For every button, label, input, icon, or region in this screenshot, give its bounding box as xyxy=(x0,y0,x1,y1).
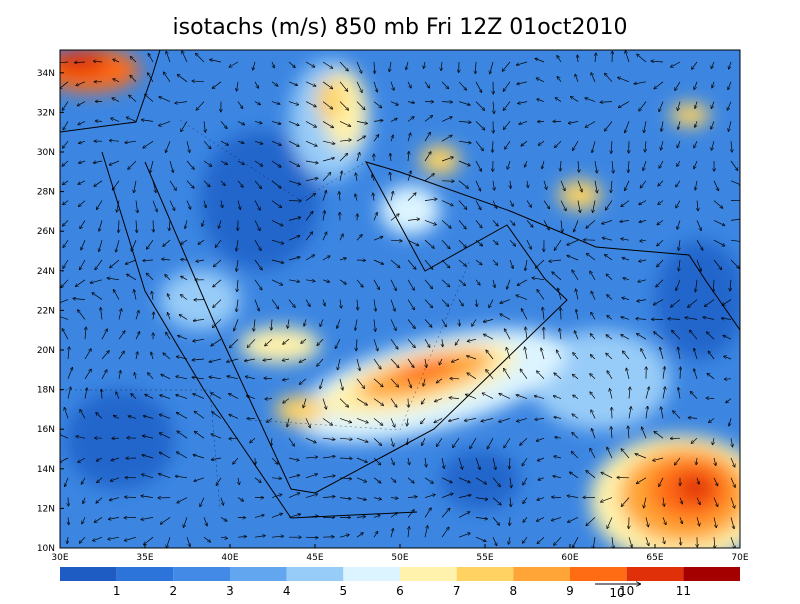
colorbar-box xyxy=(117,567,174,581)
lon-label: 60E xyxy=(561,553,578,563)
colorbar-label: 9 xyxy=(566,584,574,598)
colorbar-label: 11 xyxy=(676,584,691,598)
lat-label: 20N xyxy=(37,346,55,356)
colorbar-box xyxy=(513,567,570,581)
lat-label: 32N xyxy=(37,108,55,118)
lat-label: 24N xyxy=(37,267,55,277)
lon-label: 45E xyxy=(306,553,323,563)
lon-label: 50E xyxy=(391,553,408,563)
colorbar-label: 5 xyxy=(340,584,348,598)
colorbar-box xyxy=(230,567,287,581)
colorbar-box xyxy=(683,567,740,581)
colorbar-label: 1 xyxy=(113,584,121,598)
lat-label: 26N xyxy=(37,227,55,237)
colorbar-box xyxy=(457,567,514,581)
lon-label: 65E xyxy=(646,553,663,563)
reference-vector-label: 10 xyxy=(609,586,624,600)
map-title: isotachs (m/s) 850 mb Fri 12Z 01oct2010 xyxy=(173,15,628,40)
colorbar-box xyxy=(60,567,117,581)
colorbar-label: 6 xyxy=(396,584,404,598)
colorbar-label: 7 xyxy=(453,584,461,598)
colorbar-label: 3 xyxy=(226,584,234,598)
colorbar-box xyxy=(570,567,627,581)
lat-label: 12N xyxy=(37,504,55,514)
lat-label: 34N xyxy=(37,69,55,79)
colorbar-box xyxy=(173,567,230,581)
lon-label: 70E xyxy=(731,553,748,563)
lat-label: 14N xyxy=(37,465,55,475)
lat-label: 16N xyxy=(37,425,55,435)
lon-label: 55E xyxy=(476,553,493,563)
lat-label: 30N xyxy=(37,148,55,158)
lon-label: 30E xyxy=(51,553,68,563)
map-area xyxy=(40,48,770,565)
colorbar-box xyxy=(287,567,344,581)
colorbar-label: 4 xyxy=(283,584,291,598)
colorbar-label: 8 xyxy=(510,584,518,598)
lat-label: 22N xyxy=(37,306,55,316)
lat-label: 18N xyxy=(37,386,55,396)
colorbar-box xyxy=(400,567,457,581)
colorbar-box xyxy=(627,567,684,581)
colorbar-box xyxy=(343,567,400,581)
colorbar-label: 2 xyxy=(170,584,178,598)
lat-label: 28N xyxy=(37,188,55,198)
lon-label: 40E xyxy=(221,553,238,563)
lon-label: 35E xyxy=(136,553,153,563)
colorbar: 1 2 3 4 5 6 7 8 9 10 11 xyxy=(60,567,740,598)
